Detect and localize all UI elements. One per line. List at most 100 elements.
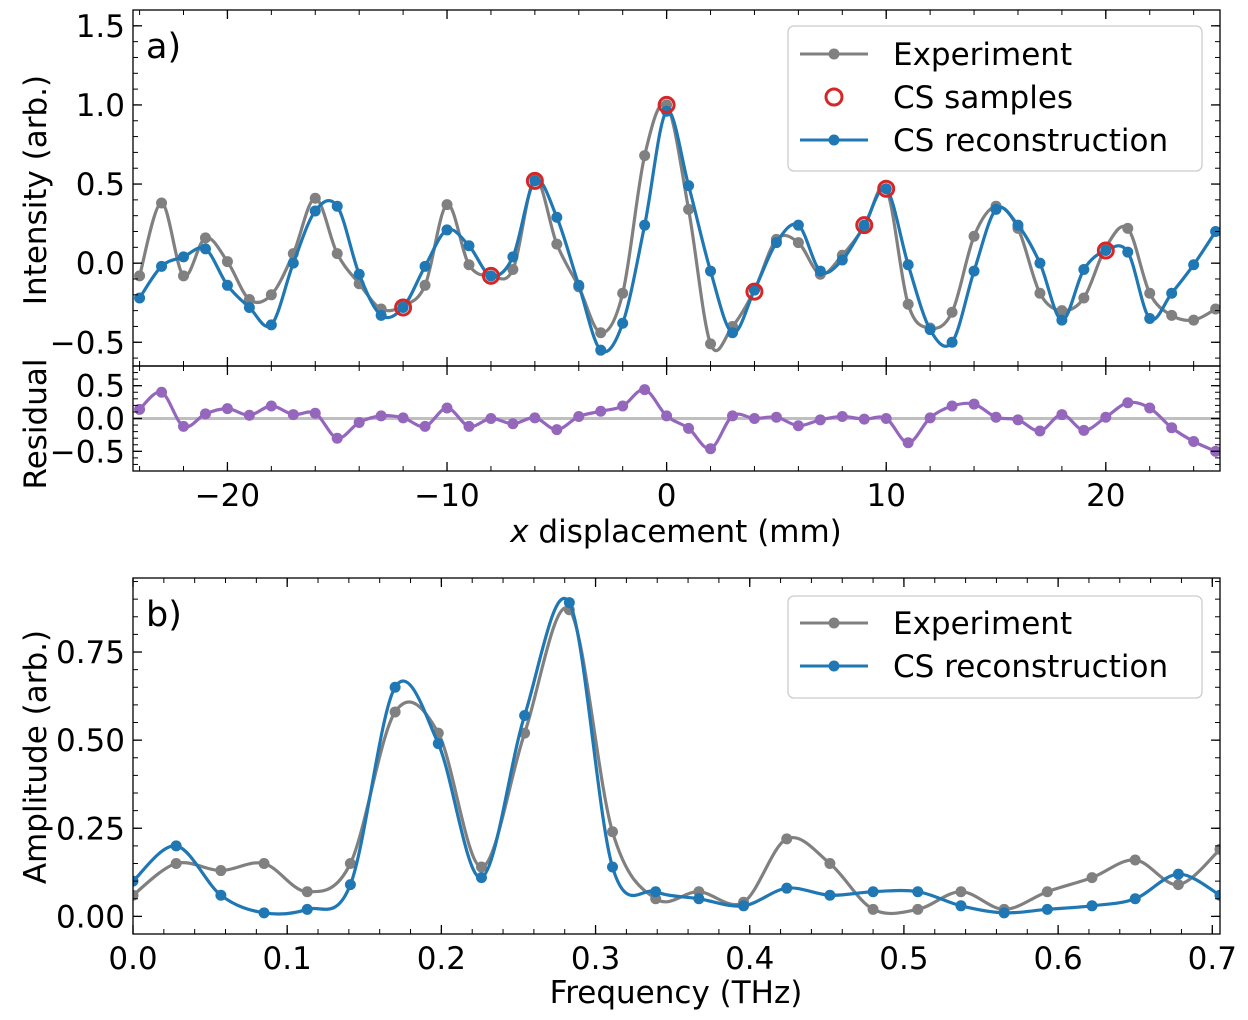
- legend-reconstruction-label: CS reconstruction: [893, 123, 1168, 159]
- residual-point: [1188, 435, 1200, 447]
- experiment-point: [1210, 303, 1220, 315]
- ytick-label: −0.5: [50, 325, 125, 361]
- reconstruction-point: [814, 265, 826, 277]
- experiment-b-point: [133, 889, 139, 901]
- residual-point: [968, 398, 980, 410]
- experiment-b-point: [1214, 843, 1220, 855]
- reconstruction-point: [858, 219, 870, 231]
- residual-point: [748, 413, 760, 424]
- panel-a-ylabel: Intensity (arb.): [18, 75, 54, 305]
- residual-point: [683, 422, 695, 434]
- legend-samples-marker: [824, 87, 844, 107]
- reconstruction-b-point: [738, 900, 750, 912]
- reconstruction-point: [199, 243, 211, 255]
- experiment-b-point: [215, 865, 227, 877]
- reconstruction-point: [1078, 263, 1090, 275]
- residual-point: [573, 411, 585, 423]
- reconstruction-point: [1166, 287, 1178, 299]
- experiment-point: [595, 327, 607, 339]
- reconstruction-point: [836, 254, 848, 266]
- experiment-b-point: [475, 861, 487, 873]
- cs-sample-point: [525, 171, 544, 190]
- residual-point: [485, 413, 497, 424]
- reconstruction-point: [705, 265, 717, 277]
- experiment-point: [1078, 292, 1090, 304]
- experiment-b-point: [301, 886, 313, 898]
- xlabel-rest: displacement (mm): [529, 514, 842, 550]
- reconstruction-point: [1188, 259, 1200, 271]
- residual-point: [178, 420, 190, 432]
- experiment-point: [243, 294, 255, 306]
- reconstruction-point: [902, 259, 914, 271]
- residual-point: [375, 410, 387, 422]
- ytick-label: 0.00: [56, 899, 125, 935]
- residual-point: [792, 420, 804, 432]
- reconstruction-point: [946, 336, 958, 348]
- reconstruction-point: [573, 279, 585, 291]
- reconstruction-point: [134, 292, 146, 304]
- residual-point: [397, 412, 409, 424]
- panel-a-chart: −0.5 0.0 0.5 1.0 1.5 a) Intensity (arb.) Exp…: [18, 9, 1221, 367]
- reconstruction-point: [156, 260, 168, 272]
- xtick-label: 0.0: [108, 941, 157, 977]
- residual-point: [265, 400, 277, 412]
- residual-point: [353, 416, 365, 428]
- reconstruction-b-point: [301, 903, 313, 915]
- reconstruction-b-point: [955, 900, 967, 912]
- reconstruction-b-point: [781, 882, 793, 894]
- residual-point: [287, 409, 299, 421]
- residual-point: [419, 420, 431, 432]
- reconstruction-b-point: [563, 597, 575, 609]
- experiment-b-point: [607, 826, 619, 838]
- experiment-point: [134, 270, 146, 282]
- reconstruction-point: [287, 257, 299, 269]
- xtick-label: −20: [195, 478, 260, 514]
- legend-box-b: [787, 595, 1203, 699]
- experiment-point: [617, 287, 629, 299]
- reconstruction-point: [1100, 244, 1112, 256]
- reconstruction-point: [243, 301, 255, 313]
- reconstruction-b-point: [215, 889, 227, 901]
- residual-point: [858, 413, 870, 425]
- reconstruction-point: [485, 270, 497, 282]
- panel-a-xlabel: x displacement (mm): [509, 514, 842, 550]
- experiment-b-point: [867, 903, 879, 915]
- reconstruction-point: [1056, 314, 1068, 326]
- ytick-label: 1.5: [76, 9, 125, 45]
- reconstruction-b-point: [867, 886, 879, 898]
- residual-point: [902, 437, 914, 449]
- residual-point: [1034, 425, 1046, 437]
- experiment-b-point: [1129, 854, 1141, 866]
- reconstruction-b-point: [258, 907, 270, 919]
- legend-experiment-marker: [828, 48, 840, 60]
- experiment-point: [968, 230, 980, 242]
- reconstruction-b-point: [389, 681, 401, 693]
- legend-b-reconstruction-label: CS reconstruction: [893, 649, 1168, 685]
- reconstruction-point: [1034, 257, 1046, 269]
- panel-b-plot-area: [133, 596, 1220, 919]
- reconstruction-point: [595, 344, 607, 356]
- experiment-b-point: [1041, 886, 1053, 898]
- experiment-point: [221, 256, 233, 268]
- reconstruction-point: [309, 205, 321, 217]
- reconstruction-b-point: [912, 886, 924, 898]
- xtick-label: 10: [866, 478, 905, 514]
- reconstruction-b-point: [824, 889, 836, 901]
- reconstruction-point: [221, 279, 233, 291]
- experiment-point: [1034, 287, 1046, 299]
- residual-point: [814, 414, 826, 426]
- reconstruction-point: [726, 327, 738, 339]
- legend-box: [787, 25, 1203, 172]
- experiment-point: [419, 279, 431, 291]
- reconstruction-point: [617, 317, 629, 329]
- residual-point: [990, 411, 1002, 423]
- experiment-b-point: [1086, 872, 1098, 884]
- residual-point: [243, 409, 255, 421]
- residual-point: [507, 418, 519, 430]
- cs-sample-point: [855, 216, 874, 235]
- experiment-point: [1188, 314, 1200, 326]
- experiment-b-point: [955, 886, 967, 898]
- legend-b-reconstruction-marker: [828, 660, 840, 672]
- cs-sample-point: [394, 298, 413, 317]
- panel-b-xlabel: Frequency (THz): [550, 975, 803, 1011]
